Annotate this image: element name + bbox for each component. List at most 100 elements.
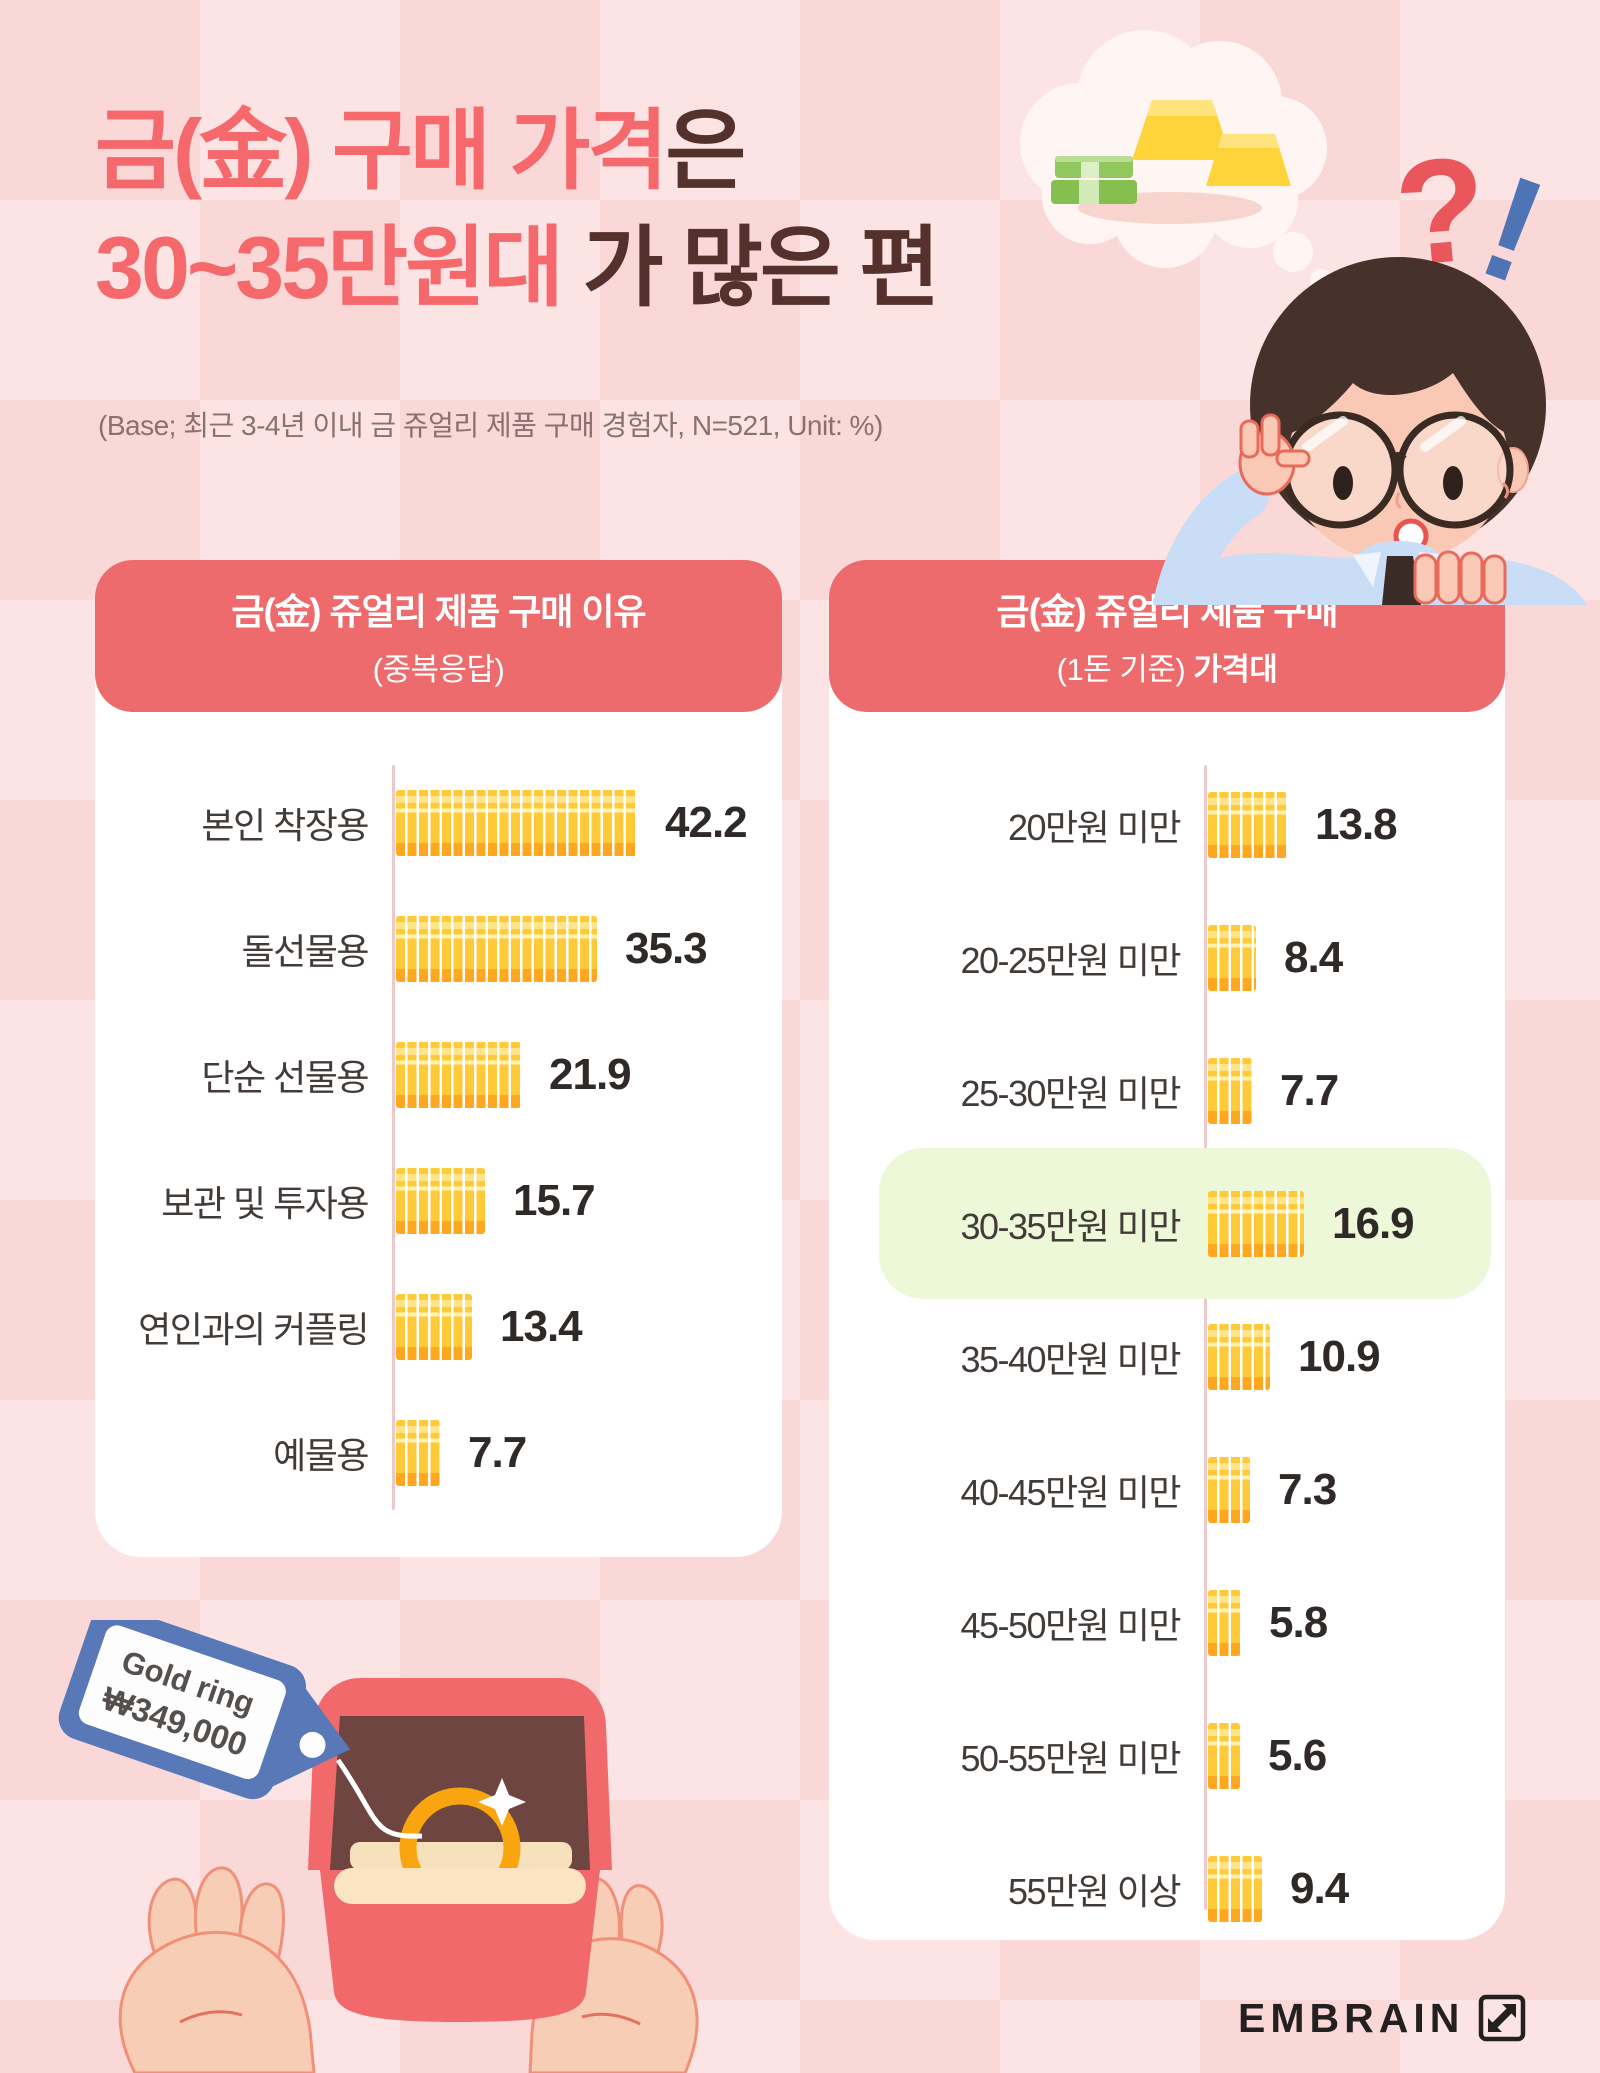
chart-row: 연인과의 커플링 13.4: [95, 1264, 782, 1390]
category-label: 35-40만원 미만: [960, 1338, 1181, 1380]
panel-header: 금(金) 쥬얼리 제품 구매 이유 (중복응답): [95, 560, 782, 712]
gold-ingot-bar: [1208, 791, 1287, 858]
category-label: 25-30만원 미만: [960, 1072, 1181, 1114]
gold-ingot-bar: [1208, 1589, 1241, 1656]
panel-header-line2-normal: (1돈 기준): [1056, 652, 1194, 687]
gold-ingot-bar: [396, 790, 637, 856]
title-line1-accent: 금(金) 구매 가격: [95, 101, 668, 200]
price-tag: Gold ring ₩349,000: [58, 1620, 351, 1800]
value-label: 15.7: [513, 1176, 596, 1225]
left-hand: [118, 1866, 316, 2073]
chart-row: 55만원 이상 9.4: [829, 1822, 1505, 1955]
eye: [1443, 466, 1463, 500]
hand-on-panel: [1413, 550, 1507, 605]
gold-ingot-bar: [1208, 1722, 1240, 1789]
category-label: 30-35만원 미만: [960, 1205, 1181, 1247]
gold-ingot-bar: [1208, 1323, 1270, 1390]
value-label: 13.4: [500, 1302, 583, 1351]
category-label: 45-50만원 미만: [960, 1604, 1181, 1646]
chart-row: 보관 및 투자용 15.7: [95, 1138, 782, 1264]
gold-ingots-icon: [1132, 100, 1291, 186]
value-label: 42.2: [665, 798, 748, 847]
chart-row: 본인 착장용 42.2: [95, 760, 782, 886]
gold-ingot-bar: [396, 1168, 485, 1234]
category-label: 돌선물용: [241, 931, 370, 972]
hand-on-glasses: [1238, 413, 1311, 496]
raised-arm-sleeve: [1153, 471, 1269, 605]
gold-ingot-bar: [396, 1294, 472, 1360]
purchase-reason-panel: 금(金) 쥬얼리 제품 구매 이유 (중복응답) 본인 착장용 42.2 돌선물용 3…: [95, 560, 782, 1557]
chart-row: 35-40만원 미만 10.9: [829, 1290, 1505, 1423]
chart-row: 25-30만원 미만 7.7: [829, 1024, 1505, 1157]
gold-ingot-bar: [1208, 924, 1256, 991]
value-label: 7.7: [1280, 1065, 1339, 1115]
gold-ingot-bar: [396, 1420, 440, 1486]
value-label: 35.3: [625, 924, 708, 973]
chart-row: 20만원 미만 13.8: [829, 758, 1505, 891]
title-line2-rest: 가 많은 편: [561, 218, 940, 318]
category-label: 단순 선물용: [201, 1057, 369, 1098]
category-label: 보관 및 투자용: [161, 1183, 369, 1224]
chart-row-highlighted: 30-35만원 미만 16.9: [829, 1148, 1505, 1299]
gold-ring-box-illustration: Gold ring ₩349,000: [58, 1620, 699, 2073]
chart-row: 돌선물용 35.3: [95, 886, 782, 1012]
tie: [1382, 556, 1421, 605]
panel-header-line1: 금(金) 쥬얼리 제품 구매 이유: [231, 591, 646, 632]
value-label: 10.9: [1298, 1331, 1381, 1381]
category-label: 50-55만원 미만: [960, 1737, 1181, 1779]
gold-ingot-bar: [396, 1042, 521, 1108]
value-label: 13.8: [1315, 799, 1398, 849]
panel-header-line2: (1돈 기준) 가격대: [1057, 644, 1278, 689]
value-label: 7.7: [468, 1428, 527, 1477]
value-label: 9.4: [1290, 1863, 1349, 1913]
axis-line: [1204, 765, 1207, 1910]
chart-rows: 본인 착장용 42.2 돌선물용 35.3 단순 선물용 21.9 보관 및 투자용 15.7…: [95, 760, 782, 1516]
chart-row: 40-45만원 미만 7.3: [829, 1423, 1505, 1556]
title-line1: 금(金) 구매 가격은: [95, 92, 937, 209]
gold-ingot-bar: [1208, 1057, 1252, 1124]
chart-row: 45-50만원 미만 5.8: [829, 1556, 1505, 1689]
title-line2-accent: 30~35만원대: [95, 218, 564, 318]
chart-row: 예물용 7.7: [95, 1390, 782, 1516]
eye: [1333, 466, 1353, 500]
base-note: (Base; 최근 3-4년 이내 금 쥬얼리 제품 구매 경험자, N=521…: [98, 410, 883, 441]
category-label: 연인과의 커플링: [138, 1309, 369, 1350]
axis-line: [392, 765, 395, 1510]
page-title: 금(金) 구매 가격은 30~35만원대 가 많은 편: [95, 92, 940, 326]
gold-ingot-bar: [1208, 1456, 1250, 1523]
price-range-panel: 금(金) 쥬얼리 제품 구매 (1돈 기준) 가격대 20만원 미만 13.8 20…: [829, 560, 1505, 1940]
brand-wordmark: EMBRAIN: [1238, 1994, 1465, 2041]
category-label: 본인 착장용: [201, 805, 369, 846]
cash-stack-icon: [1051, 156, 1137, 204]
category-label: 20-25만원 미만: [960, 939, 1181, 981]
title-line1-rest: 은: [665, 101, 746, 200]
value-label: 5.8: [1269, 1597, 1328, 1647]
chart-row: 20-25만원 미만 8.4: [829, 891, 1505, 1024]
ring-box: [308, 1678, 612, 2022]
value-label: 21.9: [549, 1050, 632, 1099]
tag-hole: [299, 1731, 326, 1758]
embrain-logo-icon: [1479, 1994, 1526, 2042]
tag-string: [335, 1758, 423, 1839]
panel-header-line2-bold: 가격대: [1193, 652, 1278, 687]
category-label: 55만원 이상: [1007, 1870, 1182, 1912]
chart-row: 50-55만원 미만 5.6: [829, 1689, 1505, 1822]
chart-rows: 20만원 미만 13.8 20-25만원 미만 8.4 25-30만원 미만 7.7 30-…: [829, 758, 1505, 1955]
chart-row: 단순 선물용 21.9: [95, 1012, 782, 1138]
title-line2: 30~35만원대 가 많은 편: [95, 209, 940, 326]
surprised-man-illustration: [1153, 257, 1587, 605]
category-label: 예물용: [273, 1435, 369, 1476]
gold-ingot-bar: [1208, 1190, 1304, 1257]
gold-ingot-bar: [396, 916, 597, 982]
category-label: 20만원 미만: [1007, 806, 1182, 848]
brand-footer: EMBRAIN: [1238, 1994, 1526, 2042]
category-label: 40-45만원 미만: [960, 1471, 1181, 1513]
sparkle-icon: [478, 1778, 526, 1826]
value-label: 7.3: [1278, 1464, 1337, 1514]
value-label: 8.4: [1284, 932, 1343, 982]
panel-header-line2: (중복응답): [372, 652, 505, 687]
thought-bubble-gold-cash-illustration: [1020, 30, 1332, 291]
value-label: 16.9: [1332, 1198, 1415, 1248]
value-label: 5.6: [1268, 1730, 1327, 1780]
